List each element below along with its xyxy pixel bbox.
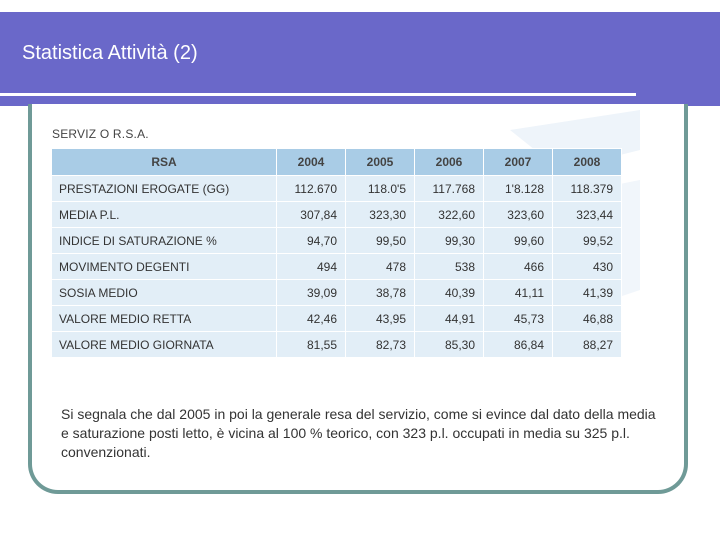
cell-value: 323,30 <box>345 201 415 228</box>
cell-value: 1'8.128 <box>483 175 553 202</box>
cell-value: 323,60 <box>483 201 553 228</box>
cell-value: 38,78 <box>345 279 415 306</box>
cell-value: 307,84 <box>276 201 346 228</box>
slide-title: Statistica Attività (2) <box>22 42 198 64</box>
cell-value: 323,44 <box>552 201 622 228</box>
header-2008: 2008 <box>552 148 622 176</box>
cell-value: 44,91 <box>414 305 484 332</box>
cell-value: 85,30 <box>414 331 484 358</box>
body-text: Si segnala che dal 2005 in poi la genera… <box>61 406 656 460</box>
header-2004: 2004 <box>276 148 346 176</box>
title-bar <box>0 12 720 106</box>
header-2007: 2007 <box>483 148 553 176</box>
table-row: MOVIMENTO DEGENTI 494 478 538 466 430 <box>51 253 622 280</box>
cell-value: 99,52 <box>552 227 622 254</box>
table-header-row: RSA 2004 2005 2006 2007 2008 <box>51 148 622 176</box>
cell-value: 81,55 <box>276 331 346 358</box>
cell-value: 40,39 <box>414 279 484 306</box>
cell-value: 99,30 <box>414 227 484 254</box>
title-underline <box>0 93 636 96</box>
cell-value: 466 <box>483 253 553 280</box>
cell-value: 41,11 <box>483 279 553 306</box>
cell-value: 118.0'5 <box>345 175 415 202</box>
table-row: SOSIA MEDIO 39,09 38,78 40,39 41,11 41,3… <box>51 279 622 306</box>
table-row: VALORE MEDIO RETTA 42,46 43,95 44,91 45,… <box>51 305 622 332</box>
row-label: VALORE MEDIO GIORNATA <box>51 331 277 358</box>
cell-value: 39,09 <box>276 279 346 306</box>
cell-value: 99,60 <box>483 227 553 254</box>
cell-value: 82,73 <box>345 331 415 358</box>
row-label: VALORE MEDIO RETTA <box>51 305 277 332</box>
cell-value: 478 <box>345 253 415 280</box>
cell-value: 94,70 <box>276 227 346 254</box>
cell-value: 42,46 <box>276 305 346 332</box>
row-label: MEDIA P.L. <box>51 201 277 228</box>
table-row: PRESTAZIONI EROGATE (GG) 112.670 118.0'5… <box>51 175 622 202</box>
rsa-statistics-table: RSA 2004 2005 2006 2007 2008 PRESTAZIONI… <box>51 148 622 358</box>
cell-value: 86,84 <box>483 331 553 358</box>
section-label: SERVIZ O R.S.A. <box>52 127 149 141</box>
header-rsa: RSA <box>51 148 277 176</box>
row-label: MOVIMENTO DEGENTI <box>51 253 277 280</box>
cell-value: 538 <box>414 253 484 280</box>
cell-value: 112.670 <box>276 175 346 202</box>
cell-value: 46,88 <box>552 305 622 332</box>
cell-value: 117.768 <box>414 175 484 202</box>
table-row: MEDIA P.L. 307,84 323,30 322,60 323,60 3… <box>51 201 622 228</box>
cell-value: 118.379 <box>552 175 622 202</box>
row-label: INDICE DI SATURAZIONE % <box>51 227 277 254</box>
cell-value: 43,95 <box>345 305 415 332</box>
cell-value: 430 <box>552 253 622 280</box>
row-label: SOSIA MEDIO <box>51 279 277 306</box>
table-row: VALORE MEDIO GIORNATA 81,55 82,73 85,30 … <box>51 331 622 358</box>
table-row: INDICE DI SATURAZIONE % 94,70 99,50 99,3… <box>51 227 622 254</box>
row-label: PRESTAZIONI EROGATE (GG) <box>51 175 277 202</box>
header-2005: 2005 <box>345 148 415 176</box>
cell-value: 41,39 <box>552 279 622 306</box>
cell-value: 99,50 <box>345 227 415 254</box>
cell-value: 88,27 <box>552 331 622 358</box>
header-2006: 2006 <box>414 148 484 176</box>
cell-value: 322,60 <box>414 201 484 228</box>
cell-value: 494 <box>276 253 346 280</box>
cell-value: 45,73 <box>483 305 553 332</box>
